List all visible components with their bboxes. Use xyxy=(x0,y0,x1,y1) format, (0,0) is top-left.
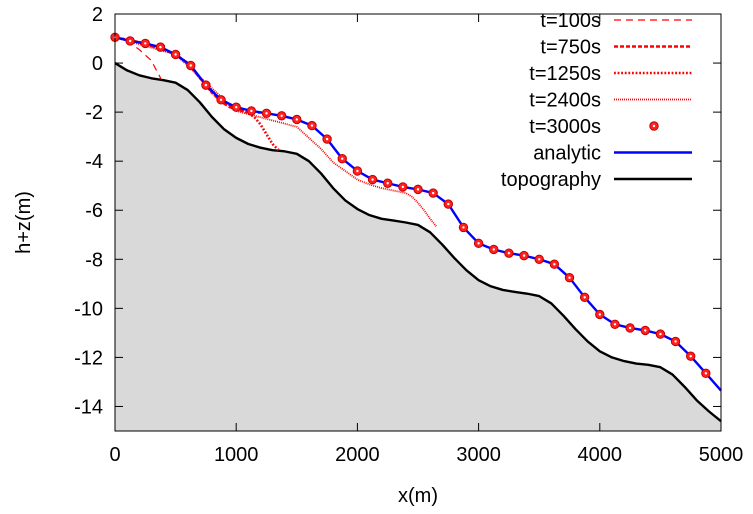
legend-label: analytic xyxy=(533,143,601,165)
data-point-center xyxy=(689,354,692,358)
series-t-3000s xyxy=(110,32,711,379)
data-point-center xyxy=(477,242,480,245)
topography-fill-layer xyxy=(115,63,721,431)
series-line-topography xyxy=(114,62,722,423)
data-point-center xyxy=(371,178,374,181)
tick-layer: 0 1000 2000 3000 4000 5000 2 0 -2 -4 -6 -8 -10 -12 -14 xyxy=(74,4,743,466)
data-point-center xyxy=(431,191,435,195)
data-point-center xyxy=(598,313,601,316)
legend-label: t=3000s xyxy=(529,116,601,138)
legend-label: t=750s xyxy=(540,37,601,59)
data-point-center xyxy=(553,263,556,266)
plot-frame xyxy=(114,13,722,432)
legend-label: t=1250s xyxy=(529,63,601,85)
y-tick-label: -12 xyxy=(74,347,103,369)
legend-label: topography xyxy=(501,169,601,191)
x-tick-label: 1000 xyxy=(214,444,259,466)
y-tick-label: -10 xyxy=(74,298,103,320)
legend-label: t=100s xyxy=(540,10,601,32)
data-point-center xyxy=(128,39,132,43)
data-point-center xyxy=(659,332,662,336)
data-point-center xyxy=(204,83,208,87)
data-point-center xyxy=(325,137,329,141)
legend: t=100s t=750s t=1250s t=2400s t=3000s analyti… xyxy=(501,10,692,191)
x-tick-label: 2000 xyxy=(335,444,380,466)
x-tick-label: 4000 xyxy=(578,444,623,466)
data-point-center xyxy=(265,112,268,115)
data-point-center xyxy=(613,323,617,326)
data-point-center xyxy=(386,182,389,185)
data-point-center xyxy=(416,188,420,191)
y-tick-label: -2 xyxy=(85,102,103,124)
data-point-center xyxy=(295,118,298,121)
data-point-center xyxy=(401,185,405,189)
data-point-center xyxy=(310,124,314,127)
data-point-center xyxy=(462,226,465,229)
series-line-t-100s xyxy=(114,36,162,80)
series-line-t-2400s xyxy=(114,36,437,227)
data-point-center xyxy=(674,340,677,343)
x-tick-label: 3000 xyxy=(456,444,501,466)
data-point-center xyxy=(159,45,162,49)
topography-fill xyxy=(115,63,721,431)
data-point-center xyxy=(522,254,526,257)
data-point-center xyxy=(447,202,450,206)
data-point-center xyxy=(492,248,495,251)
data-point-center xyxy=(250,109,253,113)
legend-label: t=2400s xyxy=(529,90,601,112)
legend-swatch-center xyxy=(652,124,656,128)
data-point-center xyxy=(704,372,708,375)
x-tick-label: 5000 xyxy=(699,444,744,466)
data-point-center xyxy=(341,157,344,160)
data-point-center xyxy=(356,169,359,173)
y-tick-label: -4 xyxy=(85,151,103,173)
y-tick-label: 0 xyxy=(92,53,103,75)
data-point-center xyxy=(644,329,647,332)
y-tick-label: -6 xyxy=(85,200,103,222)
data-point-center xyxy=(280,114,283,117)
data-point-center xyxy=(583,296,586,299)
data-point-center xyxy=(144,42,147,45)
data-point-center xyxy=(568,276,571,279)
data-point-center xyxy=(538,258,541,261)
y-tick-label: 2 xyxy=(92,4,103,26)
y-axis-label: h+z(m) xyxy=(13,191,35,254)
data-point-center xyxy=(189,64,192,67)
data-point-center xyxy=(507,251,511,255)
y-tick-label: -14 xyxy=(74,396,103,418)
y-tick-label: -8 xyxy=(85,249,103,271)
data-point-center xyxy=(219,98,223,102)
data-point-center xyxy=(174,53,177,56)
x-tick-label: 0 xyxy=(109,444,120,466)
x-axis-label: x(m) xyxy=(398,485,438,507)
series-layer xyxy=(110,32,722,423)
data-point-center xyxy=(628,326,632,330)
data-point-center xyxy=(235,106,238,109)
